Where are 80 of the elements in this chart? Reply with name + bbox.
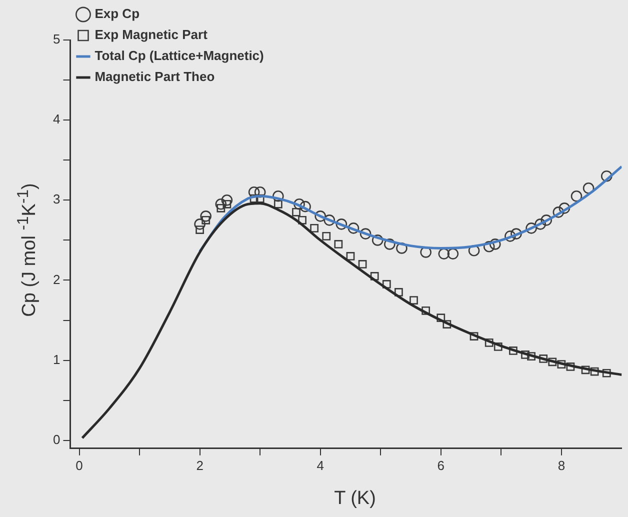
point bbox=[436, 314, 446, 322]
point bbox=[298, 216, 306, 224]
point bbox=[196, 226, 204, 234]
point bbox=[539, 354, 548, 363]
point bbox=[527, 352, 536, 360]
x-tick-label: 0 bbox=[76, 458, 83, 473]
point bbox=[346, 252, 355, 260]
point bbox=[202, 216, 210, 224]
point bbox=[322, 232, 331, 240]
point bbox=[600, 170, 612, 182]
point bbox=[215, 198, 227, 210]
point bbox=[570, 190, 582, 202]
point bbox=[558, 202, 570, 214]
point bbox=[581, 366, 590, 374]
point bbox=[438, 248, 450, 260]
point bbox=[510, 228, 522, 240]
point bbox=[566, 362, 575, 371]
point bbox=[396, 242, 408, 254]
y-tick-label: 3 bbox=[52, 192, 60, 207]
point bbox=[590, 367, 599, 376]
point bbox=[216, 204, 226, 212]
point bbox=[256, 194, 264, 203]
point bbox=[254, 186, 266, 198]
x-axis-title: T (K) bbox=[334, 488, 376, 510]
x-tick-label: 8 bbox=[558, 458, 566, 473]
point bbox=[557, 360, 566, 369]
point bbox=[348, 222, 360, 234]
point bbox=[272, 190, 284, 202]
legend-label: Exp Cp bbox=[94, 6, 140, 22]
point bbox=[548, 358, 557, 366]
y-tick-label: 5 bbox=[52, 32, 60, 47]
point bbox=[470, 332, 478, 340]
point bbox=[534, 218, 546, 230]
point bbox=[222, 200, 232, 208]
x-tick-label: 6 bbox=[437, 458, 445, 473]
point bbox=[372, 234, 384, 246]
point bbox=[314, 210, 326, 222]
point bbox=[420, 246, 432, 258]
point bbox=[422, 306, 430, 315]
point bbox=[194, 218, 206, 230]
y-tick-label: 2 bbox=[52, 272, 60, 287]
y-tick-label: 0 bbox=[52, 432, 60, 447]
point bbox=[521, 350, 530, 359]
y-tick-label: 4 bbox=[52, 112, 60, 127]
point bbox=[274, 200, 282, 208]
point bbox=[292, 208, 300, 216]
x-tick-label: 4 bbox=[316, 458, 324, 473]
point bbox=[384, 238, 396, 250]
point bbox=[447, 248, 459, 260]
legend-label: Magnetic Part Theo bbox=[94, 69, 215, 84]
point bbox=[200, 210, 212, 222]
point bbox=[360, 228, 372, 240]
point bbox=[221, 194, 233, 206]
point bbox=[410, 296, 418, 304]
point bbox=[526, 222, 537, 234]
point bbox=[509, 346, 518, 355]
point bbox=[382, 280, 391, 288]
point bbox=[300, 200, 311, 212]
x-tick-label: 2 bbox=[196, 458, 204, 473]
point bbox=[336, 218, 348, 230]
point bbox=[540, 214, 552, 226]
point bbox=[602, 368, 611, 378]
point bbox=[294, 198, 305, 210]
legend-label: Exp Magnetic Part bbox=[94, 27, 208, 42]
point bbox=[504, 230, 516, 242]
point bbox=[370, 272, 379, 280]
point bbox=[324, 214, 336, 226]
point bbox=[310, 224, 319, 232]
legend-label: Total Cp (Lattice+Magnetic) bbox=[94, 48, 264, 64]
y-tick-label: 1 bbox=[52, 352, 60, 367]
point bbox=[494, 342, 502, 351]
point bbox=[442, 320, 452, 328]
point bbox=[489, 238, 501, 250]
point bbox=[484, 338, 494, 347]
point bbox=[250, 194, 258, 203]
point bbox=[552, 206, 564, 218]
point bbox=[394, 288, 403, 296]
point bbox=[483, 240, 495, 252]
point bbox=[358, 260, 367, 268]
point bbox=[334, 240, 343, 248]
